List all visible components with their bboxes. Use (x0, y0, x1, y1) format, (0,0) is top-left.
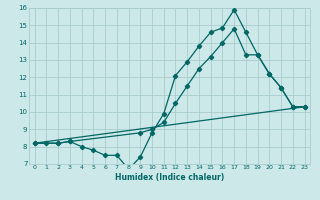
X-axis label: Humidex (Indice chaleur): Humidex (Indice chaleur) (115, 173, 224, 182)
